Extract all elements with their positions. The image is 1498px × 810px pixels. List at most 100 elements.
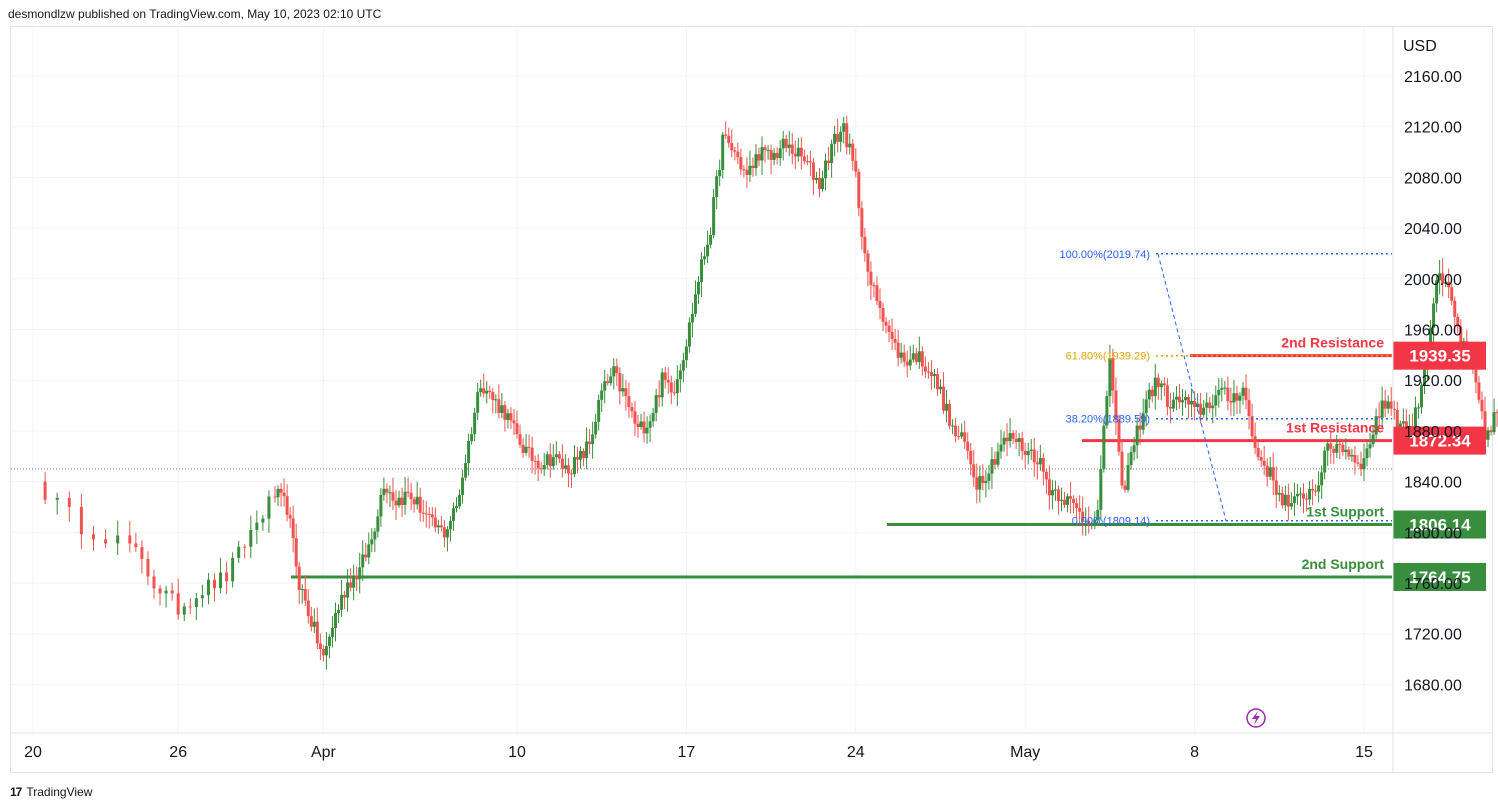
candle-body [645,427,649,434]
candle-body [781,138,785,149]
candle-body [458,494,462,507]
candle-body [1075,503,1079,508]
x-tick-label: 17 [678,744,696,761]
candle-body [984,480,988,483]
candle-body [1250,416,1254,437]
price-badge-value: 1939.35 [1409,347,1470,366]
candle-body [1447,281,1451,288]
candle-body [772,152,776,160]
candle-body [548,454,552,467]
candle-body [1314,490,1318,492]
candle-body [957,435,961,437]
candle-body [796,147,800,157]
candle-body [488,390,492,393]
candle-body [1147,389,1151,400]
candle-body [663,372,667,380]
time-axis[interactable]: 20 26 Apr 10 17 24 May 8 15 [24,744,1373,761]
candle-body [146,558,150,577]
candle-body [442,527,446,538]
candle-body [917,351,921,363]
price-badge-value: 1806.14 [1409,516,1471,535]
candle-body [932,374,936,377]
candle-body [945,403,949,411]
candle-body [409,492,413,500]
candle-body [1056,489,1060,501]
candle-body [482,388,486,394]
candle-body [249,530,253,547]
fib-trend-line [1157,253,1227,521]
candle-body [811,162,815,180]
candle-body [1416,407,1420,409]
candle-body [467,441,471,464]
chart-frame[interactable] [10,26,1493,773]
candle-body [948,403,952,426]
candle-body [878,300,882,309]
candle-body [237,546,241,558]
candle-body [1214,395,1218,406]
candle-body [899,352,903,358]
candle-body [182,606,186,615]
candle-body [55,497,59,500]
candle-body [1235,393,1239,401]
candle-body [346,582,350,598]
candles [43,115,1498,670]
candle-body [1078,507,1082,512]
currency-label: USD [1403,38,1437,55]
candle-body [757,154,761,161]
candle-body [736,151,740,158]
price-axis[interactable]: 2160.00 2120.00 2080.00 2040.00 2000.00 1960.… [1404,69,1462,694]
candle-body [845,123,849,148]
candle-body [200,595,204,599]
candlestick-chart[interactable]: 100.00%(2019.74) 61.80%(1939.29) 38.20%(18… [0,0,1498,780]
candle-body [1205,402,1209,408]
candle-body [491,392,495,401]
candle-body [1162,383,1166,386]
candle-body [1220,387,1224,390]
level-label: 1st Support [1306,504,1384,520]
candle-body [1020,437,1024,451]
candle-body [1341,444,1345,452]
candle-body [569,473,573,475]
y-tick-label: 1680.00 [1404,677,1462,694]
candle-body [1492,412,1496,433]
x-tick-label: 26 [169,744,187,761]
candle-body [473,412,477,435]
candle-body [1423,369,1426,386]
candle-body [330,627,334,637]
candle-body [1474,362,1478,383]
candle-body [1274,480,1278,495]
lightning-icon[interactable] [1246,708,1266,728]
candle-body [951,425,955,427]
candle-body [318,643,322,650]
candle-body [1150,389,1154,397]
candle-body [152,576,156,589]
candle-body [439,525,443,528]
candle-body [1244,387,1248,401]
candle-body [908,359,912,366]
footer: 17 TradingView [10,785,92,799]
candle-body [479,388,483,393]
candle-body [415,496,419,505]
candle-body [618,373,622,392]
candle-body [636,423,640,428]
candle-body [869,271,873,286]
candle-body [1350,454,1354,457]
candle-body [1072,498,1076,504]
candle-body [545,454,549,465]
candle-body [905,361,909,366]
candle-body [321,649,325,656]
candle-body [790,144,794,154]
tradingview-logo-icon[interactable]: 17 [10,785,22,799]
candle-body [1371,434,1375,445]
candle-body [418,496,422,513]
x-tick-label: May [1010,744,1040,761]
candle-body [1483,411,1487,440]
candle-body [1453,300,1457,317]
fibonacci-retracement[interactable]: 100.00%(2019.74) 61.80%(1939.29) 38.20%(18… [1059,249,1392,528]
candle-body [1232,393,1236,403]
candle-body [1456,316,1460,327]
candle-body [1208,402,1212,409]
candle-body [969,450,973,465]
candle-body [403,491,407,505]
candle-body [560,458,564,469]
